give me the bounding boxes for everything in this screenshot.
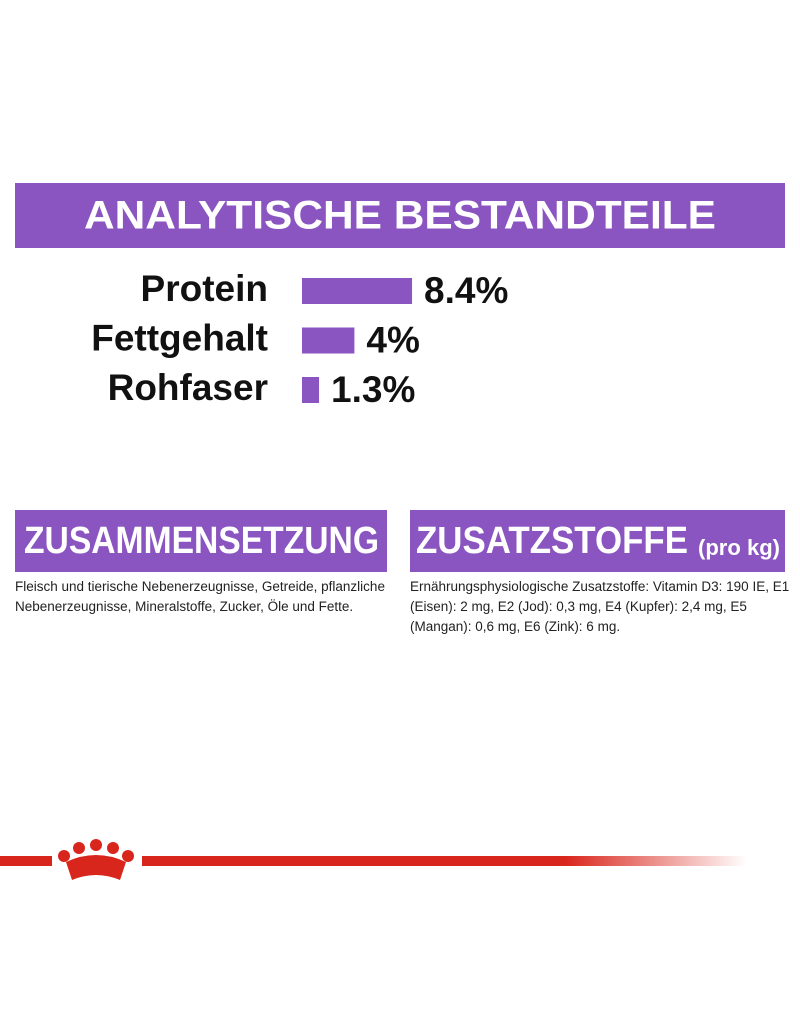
category-label: Fettgehalt <box>91 317 268 358</box>
category-label: Rohfaser <box>108 367 268 408</box>
category-label: Protein <box>141 268 268 309</box>
section-banner <box>410 510 785 572</box>
bar <box>302 377 320 403</box>
section-text: Ernährungsphysiologische Zusatzstoffe: V… <box>410 579 790 634</box>
value-label: 8.4% <box>424 270 508 311</box>
section-title-note: (pro kg) <box>698 535 780 560</box>
section-title: ZUSAMMENSETZUNG <box>24 520 379 562</box>
value-label: 4% <box>366 319 419 360</box>
brand-line <box>0 856 52 866</box>
section-banner <box>15 510 387 572</box>
brand-line <box>142 856 747 866</box>
value-label: 1.3% <box>331 369 415 410</box>
crown-logo <box>58 839 134 880</box>
chart-title: ANALYTISCHE BESTANDTEILE <box>84 194 716 238</box>
bar <box>302 278 413 304</box>
bar <box>302 327 355 354</box>
section-title: ZUSATZSTOFFE <box>416 520 688 562</box>
bar-chart: Protein 8.4% Fettgehalt 4% Rohfaser 1.3% <box>91 268 508 410</box>
title-banner <box>15 183 785 248</box>
section-text: Fleisch und tierische Nebenerzeugnisse, … <box>15 579 385 614</box>
